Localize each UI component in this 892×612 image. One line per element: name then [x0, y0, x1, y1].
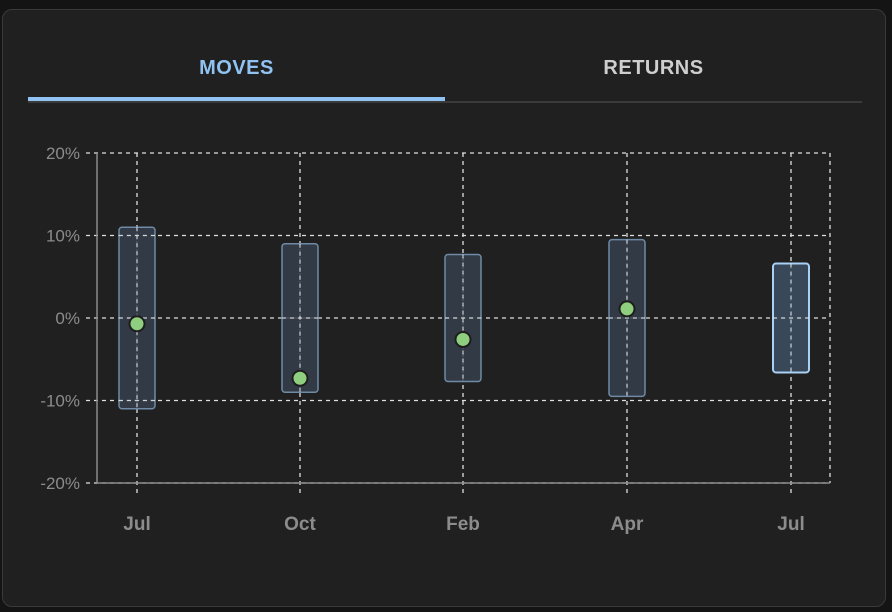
x-tick-label: Oct	[284, 514, 316, 535]
active-tab-indicator	[28, 97, 445, 101]
y-tick-label: -10%	[40, 392, 80, 411]
x-tick-label: Jul	[777, 514, 804, 535]
x-tick-label: Apr	[611, 514, 644, 535]
data-point	[291, 369, 309, 387]
y-tick-label: 0%	[55, 309, 80, 328]
data-point	[128, 315, 146, 333]
x-tick-label: Feb	[446, 514, 480, 535]
x-tick-label: Jul	[123, 514, 150, 535]
y-tick-label: -20%	[40, 474, 80, 493]
tab-moves[interactable]: MOVES	[199, 57, 274, 79]
y-tick-label: 10%	[46, 227, 80, 246]
tab-returns[interactable]: RETURNS	[603, 57, 704, 79]
y-tick-label: 20%	[46, 144, 80, 163]
data-point	[454, 330, 472, 348]
tab-bar: MOVES RETURNS	[28, 50, 862, 103]
data-point	[618, 300, 636, 318]
